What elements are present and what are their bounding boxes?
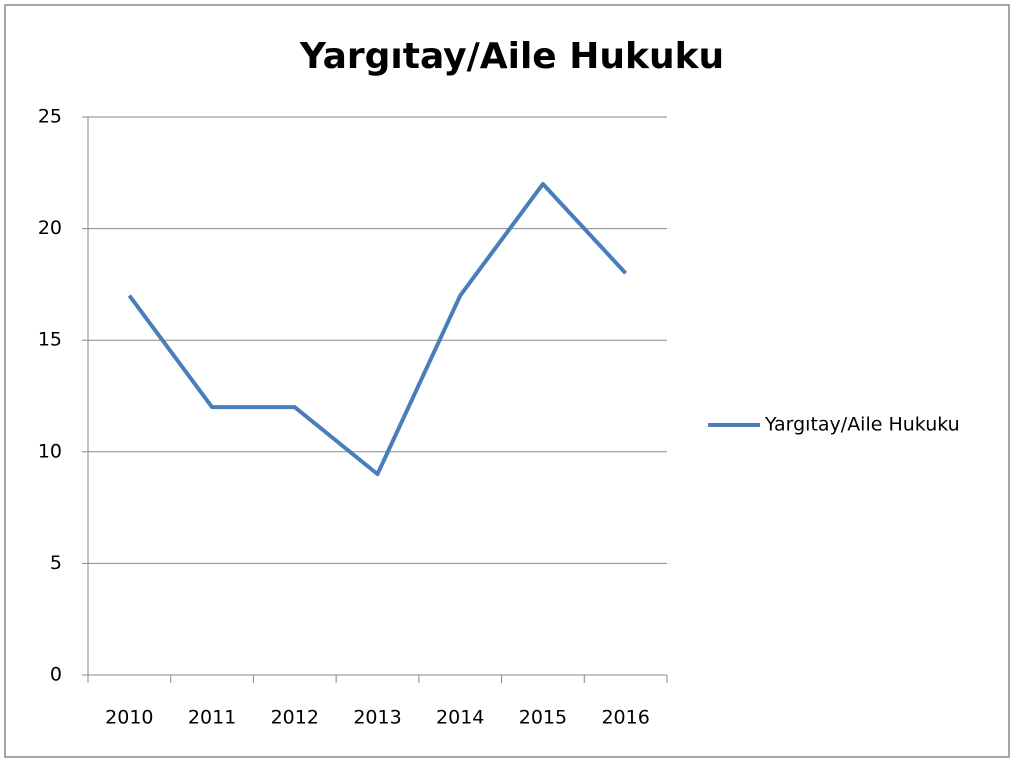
chart-border xyxy=(4,4,1010,758)
y-tick-label: 15 xyxy=(38,329,62,351)
legend-label: Yargıtay/Aile Hukuku xyxy=(764,414,960,436)
y-tick-label: 5 xyxy=(50,552,62,574)
y-tick-label: 0 xyxy=(50,664,62,686)
chart-title: Yargıtay/Aile Hukuku xyxy=(299,36,724,77)
y-tick-label: 25 xyxy=(38,106,62,128)
y-tick-label: 20 xyxy=(38,217,62,239)
x-tick-label: 2014 xyxy=(436,707,484,729)
x-tick-label: 2010 xyxy=(105,707,153,729)
x-tick-label: 2013 xyxy=(353,707,401,729)
series-line xyxy=(127,181,628,477)
x-tick-label: 2012 xyxy=(271,707,319,729)
x-tick-label: 2011 xyxy=(188,707,236,729)
x-tick-label: 2015 xyxy=(519,707,567,729)
y-tick-label: 10 xyxy=(38,440,62,462)
x-tick-label: 2016 xyxy=(601,707,649,729)
